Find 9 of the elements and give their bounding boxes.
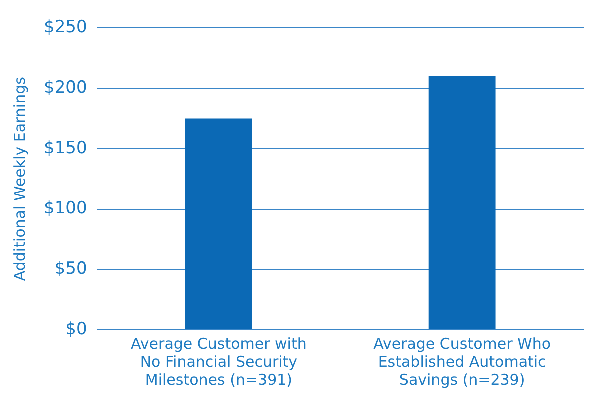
- x-tick-label: Average Customer with No Financial Security Milestones (n=391): [131, 334, 307, 389]
- x-tick-label: Average Customer Who Established Automatic Savings (n=239): [374, 334, 552, 389]
- y-tick-label: $100: [44, 198, 88, 219]
- y-tick-label: $0: [66, 319, 88, 340]
- y-tick-label: $150: [44, 138, 88, 158]
- y-tick-label: $50: [54, 259, 88, 280]
- y-tick-label: $250: [44, 18, 88, 38]
- y-axis-title: Additional Weekly Earnings: [10, 76, 29, 282]
- y-tick-label: $200: [44, 78, 88, 98]
